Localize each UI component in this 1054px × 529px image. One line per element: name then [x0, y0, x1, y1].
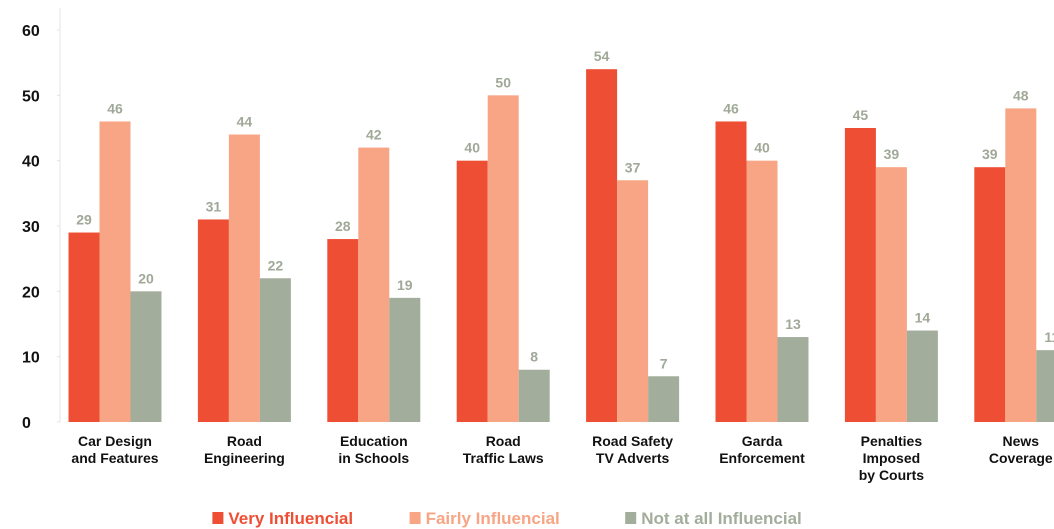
legend-swatch — [625, 512, 637, 524]
y-tick-label: 10 — [22, 350, 40, 367]
y-tick-label: 60 — [22, 23, 40, 40]
data-label: 14 — [915, 310, 931, 326]
bar — [130, 291, 162, 422]
bar — [875, 167, 907, 422]
data-label: 40 — [754, 140, 770, 156]
bar — [197, 219, 229, 422]
bar — [1005, 108, 1037, 423]
data-label: 46 — [107, 100, 123, 116]
legend: Very Influencial Fairly Influencial Not at… — [212, 509, 802, 528]
bar — [586, 69, 618, 422]
bar — [228, 134, 260, 423]
bar — [327, 239, 359, 422]
bar — [974, 167, 1006, 422]
data-label: 42 — [366, 127, 382, 143]
legend-label: Very Influencial — [228, 509, 353, 528]
bar — [1036, 350, 1054, 422]
legend-swatch — [409, 512, 421, 524]
bar — [777, 337, 809, 422]
data-label: 39 — [884, 146, 900, 162]
data-label: 29 — [76, 212, 92, 228]
data-label: 13 — [785, 316, 801, 332]
data-label: 45 — [853, 107, 869, 123]
x-tick-label: News Coverage — [989, 433, 1053, 466]
bar — [746, 160, 778, 422]
x-tick-label: Car Design and Features — [71, 433, 158, 466]
data-label: 39 — [982, 146, 998, 162]
bar — [487, 95, 519, 422]
data-label: 46 — [723, 100, 739, 116]
x-tick-label: Garda Enforcement — [719, 433, 805, 466]
bar — [518, 369, 550, 422]
y-tick-label: 20 — [22, 284, 40, 301]
y-tick-label: 50 — [22, 88, 40, 105]
data-label: 7 — [660, 355, 668, 371]
data-label: 20 — [138, 270, 154, 286]
bar — [906, 330, 938, 422]
bar — [715, 121, 747, 422]
x-tick-label: Education in Schools — [338, 433, 409, 466]
bar — [456, 160, 488, 422]
x-tick-label: Road Engineering — [204, 433, 285, 466]
x-tick-label: Road Traffic Laws — [463, 433, 544, 466]
data-label: 22 — [268, 257, 284, 273]
legend-label: Not at all Influencial — [641, 509, 802, 528]
bar — [648, 376, 680, 422]
bar — [358, 147, 390, 422]
data-label: 44 — [237, 114, 253, 130]
data-label: 19 — [397, 277, 413, 293]
data-label: 31 — [206, 198, 222, 214]
bar — [844, 128, 876, 422]
bar — [617, 180, 649, 422]
data-label: 28 — [335, 218, 351, 234]
data-label: 8 — [530, 349, 538, 365]
legend-label: Fairly Influencial — [426, 509, 560, 528]
data-label: 54 — [594, 48, 610, 64]
bar — [99, 121, 131, 422]
data-label: 40 — [464, 140, 480, 156]
y-tick-label: 30 — [22, 219, 40, 236]
legend-swatch — [212, 512, 224, 524]
bar — [68, 232, 100, 422]
data-label: 11 — [1044, 329, 1054, 345]
bar — [259, 278, 291, 422]
y-tick-label: 40 — [22, 154, 40, 171]
x-tick-label: Road Safety TV Adverts — [592, 433, 673, 466]
bar — [389, 297, 421, 422]
data-label: 37 — [625, 159, 641, 175]
y-tick-label: 0 — [22, 415, 31, 432]
data-label: 48 — [1013, 87, 1029, 103]
x-tick-label: Penalties Imposed by Courts — [859, 433, 925, 483]
data-label: 50 — [495, 74, 511, 90]
